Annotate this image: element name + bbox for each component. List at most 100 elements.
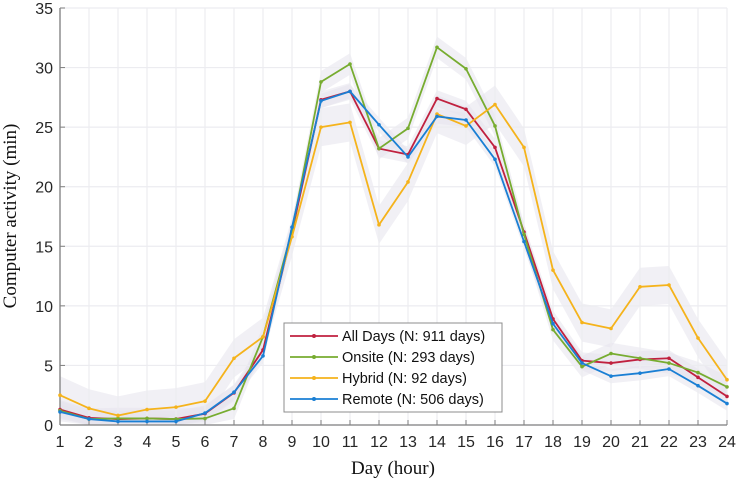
data-point xyxy=(348,120,352,125)
data-point xyxy=(725,377,729,382)
legend-label: Remote (N: 506 days) xyxy=(342,392,484,408)
data-point xyxy=(696,336,700,340)
data-point xyxy=(638,284,642,289)
x-tick-label: 11 xyxy=(342,434,359,451)
data-point xyxy=(638,371,642,375)
x-tick-label: 24 xyxy=(718,434,736,451)
x-tick-label: 10 xyxy=(312,434,330,451)
legend-label: Onsite (N: 293 days) xyxy=(342,350,475,366)
legend-marker xyxy=(312,376,316,380)
data-point xyxy=(348,89,352,94)
legend-entry: Onsite (N: 293 days) xyxy=(290,350,475,366)
data-point xyxy=(725,394,729,399)
data-point xyxy=(580,320,584,325)
data-point xyxy=(696,383,700,388)
data-point xyxy=(580,364,584,369)
series-line xyxy=(59,46,728,420)
data-point xyxy=(493,102,497,107)
data-point xyxy=(145,416,149,421)
data-point xyxy=(377,146,381,151)
x-tick-label: 7 xyxy=(230,434,239,451)
legend-entry: Remote (N: 506 days) xyxy=(290,392,484,408)
data-point xyxy=(638,356,642,361)
data-point xyxy=(58,410,62,414)
data-point xyxy=(522,145,526,150)
data-point xyxy=(290,234,294,239)
legend-box xyxy=(283,322,503,413)
axes xyxy=(59,7,728,426)
x-tick-label: 3 xyxy=(114,434,123,451)
data-point xyxy=(725,385,729,389)
legend-entry: Hybrid (N: 92 days) xyxy=(290,371,467,387)
data-point xyxy=(609,374,613,378)
x-tick-label: 19 xyxy=(573,434,591,451)
data-point xyxy=(522,239,526,244)
data-point xyxy=(609,351,613,356)
x-tick-label: 16 xyxy=(486,434,504,451)
data-point xyxy=(203,416,207,421)
series-line xyxy=(59,90,728,423)
series-line xyxy=(59,103,728,417)
data-point xyxy=(493,157,497,162)
legend-marker xyxy=(312,397,316,401)
legend-marker xyxy=(312,355,316,359)
series-3 xyxy=(58,89,729,424)
data-point xyxy=(174,419,178,424)
x-tick-label: 8 xyxy=(259,434,268,451)
data-point xyxy=(232,406,236,411)
y-tick-label: 30 xyxy=(35,61,53,78)
x-tick-label: 6 xyxy=(201,434,210,451)
x-tick-label: 22 xyxy=(660,434,678,451)
data-point xyxy=(667,356,671,361)
x-tick-label: 12 xyxy=(370,434,388,451)
legend-entry: All Days (N: 911 days) xyxy=(290,329,485,345)
x-tick-label: 9 xyxy=(288,434,297,451)
data-point xyxy=(522,232,526,237)
y-tick-label: 5 xyxy=(44,358,53,375)
data-point xyxy=(348,62,352,66)
y-tick-label: 15 xyxy=(35,239,53,256)
x-tick-label: 1 xyxy=(56,434,65,451)
data-point xyxy=(493,145,497,150)
data-point xyxy=(145,407,149,412)
x-tick-label: 5 xyxy=(172,434,181,451)
y-tick-labels: 0 5 10 15 20 25 30 35 xyxy=(35,1,53,435)
x-axis-title: Day (hour) xyxy=(351,458,435,479)
data-point xyxy=(667,361,671,365)
data-point xyxy=(145,419,149,424)
data-point xyxy=(116,416,120,421)
data-point xyxy=(551,268,555,272)
x-tick-label: 4 xyxy=(143,434,152,451)
data-point xyxy=(58,393,62,398)
data-point xyxy=(667,367,671,371)
y-tick-label: 25 xyxy=(35,120,53,137)
x-tick-label: 14 xyxy=(428,434,446,451)
legend-label: All Days (N: 911 days) xyxy=(342,329,485,345)
x-tick-label: 15 xyxy=(457,434,475,451)
y-tick-label: 35 xyxy=(35,1,53,18)
x-tick-label: 20 xyxy=(602,434,620,451)
data-point xyxy=(87,417,91,421)
x-tick-label: 21 xyxy=(631,434,649,451)
data-point xyxy=(609,326,613,331)
data-point xyxy=(203,399,207,403)
data-point xyxy=(435,96,439,101)
legend-label: Hybrid (N: 92 days) xyxy=(342,371,467,387)
legend: All Days (N: 911 days) Onsite (N: 293 day… xyxy=(283,322,503,413)
data-point xyxy=(464,66,468,71)
data-point xyxy=(435,114,439,119)
x-tick-label: 13 xyxy=(399,434,417,451)
data-point xyxy=(667,283,671,287)
series-2 xyxy=(58,102,729,418)
data-point xyxy=(87,406,91,411)
data-point xyxy=(406,126,410,131)
data-point xyxy=(464,124,468,128)
data-point xyxy=(290,225,294,230)
y-tick-label: 0 xyxy=(44,418,53,435)
series-lines xyxy=(58,45,729,424)
data-point xyxy=(435,45,439,50)
data-point xyxy=(377,122,381,127)
data-point xyxy=(406,180,410,184)
data-point xyxy=(261,354,265,358)
